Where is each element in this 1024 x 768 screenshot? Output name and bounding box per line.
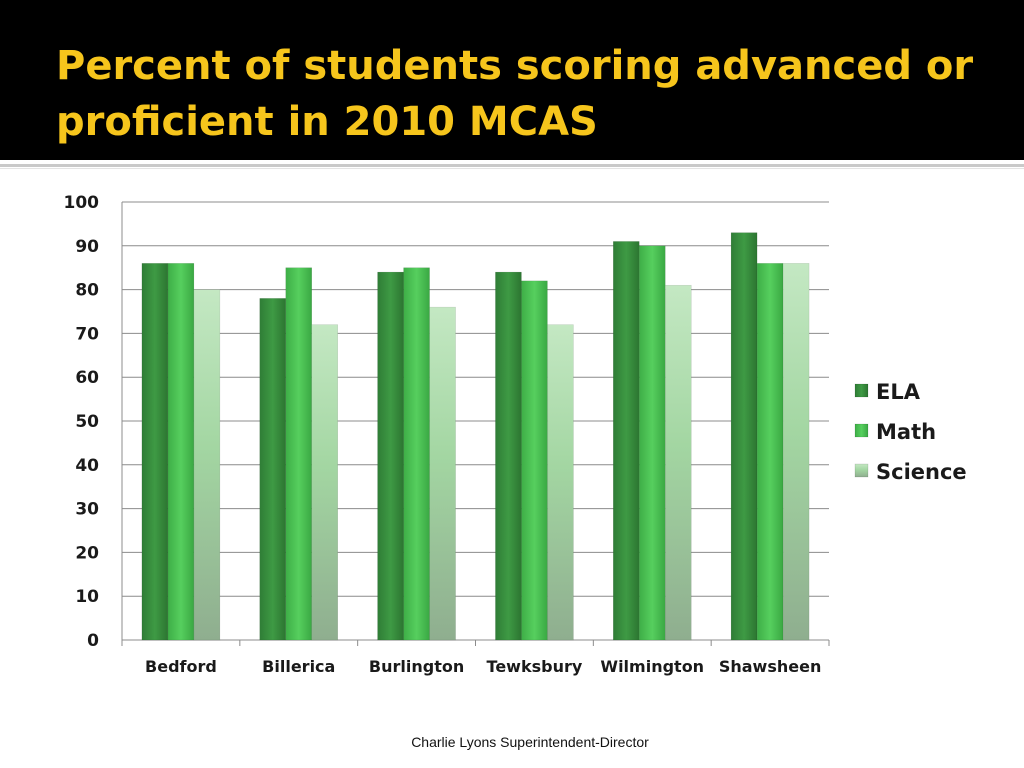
x-category-label: Tewksbury xyxy=(487,657,583,676)
bar-tewksbury-math xyxy=(521,280,548,641)
bar-shawsheen-ela xyxy=(730,232,758,641)
bars xyxy=(141,232,810,641)
bar-bedford-math xyxy=(167,263,195,641)
x-category-labels: Bedford Billerica Burlington Tewksbury Wilmi… xyxy=(145,657,821,676)
bar-billerica-ela xyxy=(259,298,286,641)
bar-shawsheen-science xyxy=(782,263,810,641)
legend-swatch-ela xyxy=(854,383,869,398)
bar-burlington-science xyxy=(429,306,456,641)
bar-burlington-math xyxy=(403,267,430,641)
bar-wilmington-math xyxy=(639,245,666,641)
title-divider-thin xyxy=(0,168,1024,169)
legend: ELA Math Science xyxy=(854,380,967,484)
bar-tewksbury-ela xyxy=(495,271,522,641)
legend-swatch-science xyxy=(854,463,869,478)
bar-wilmington-science xyxy=(665,284,692,641)
bar-billerica-science xyxy=(311,324,338,641)
y-tick-label: 10 xyxy=(75,587,99,607)
y-tick-label: 40 xyxy=(75,456,99,476)
y-tick-label: 30 xyxy=(75,500,99,520)
footer-credit: Charlie Lyons Superintendent-Director xyxy=(411,734,649,750)
slide-title: Percent of students scoring advanced or … xyxy=(56,43,974,145)
bar-bedford-science xyxy=(193,289,221,641)
y-tick-label: 90 xyxy=(75,237,99,257)
y-tick-label: 100 xyxy=(64,193,100,213)
x-category-label: Burlington xyxy=(369,657,464,676)
y-tick-label: 70 xyxy=(75,324,99,344)
bar-tewksbury-science xyxy=(547,324,574,641)
y-tick-label: 0 xyxy=(87,631,99,651)
legend-label-ela: ELA xyxy=(876,380,921,404)
gridlines xyxy=(122,201,829,597)
x-category-label: Shawsheen xyxy=(719,657,822,676)
bar-bedford-ela xyxy=(141,263,169,641)
title-divider xyxy=(0,164,1024,167)
y-tick-label: 80 xyxy=(75,281,99,301)
bar-burlington-ela xyxy=(377,271,404,641)
bar-wilmington-ela xyxy=(613,241,640,641)
legend-label-science: Science xyxy=(876,460,967,484)
legend-swatch-math xyxy=(854,423,869,438)
y-tick-label: 50 xyxy=(75,412,99,432)
bar-billerica-math xyxy=(285,267,312,641)
axes xyxy=(121,202,830,646)
title-band: Percent of students scoring advanced or … xyxy=(0,0,1024,160)
legend-label-math: Math xyxy=(876,420,936,444)
y-tick-labels: 0 10 20 30 40 50 60 70 80 90 100 xyxy=(64,193,100,651)
x-category-label: Bedford xyxy=(145,657,217,676)
x-category-label: Wilmington xyxy=(600,657,704,676)
bar-shawsheen-math xyxy=(756,263,784,641)
y-tick-label: 20 xyxy=(75,543,99,563)
x-category-label: Billerica xyxy=(262,657,335,676)
y-tick-label: 60 xyxy=(75,368,99,388)
